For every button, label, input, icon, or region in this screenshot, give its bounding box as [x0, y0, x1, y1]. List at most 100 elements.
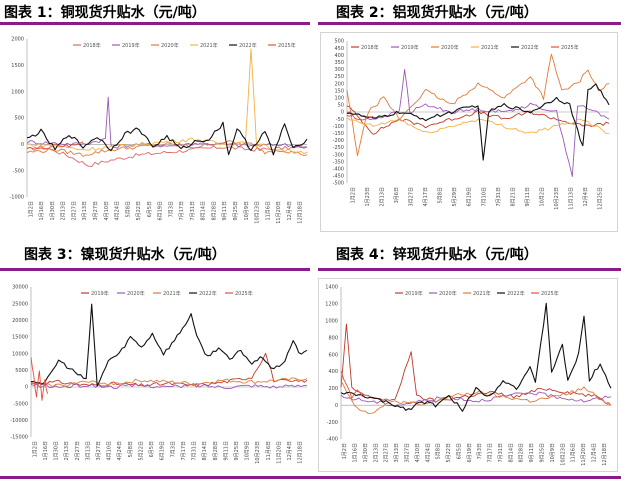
y-tick-label: 10000: [12, 351, 28, 357]
x-tick-label: 4月10日: [415, 443, 421, 463]
x-tick-label: 2月27日: [75, 441, 81, 461]
legend-label: 2021年: [473, 290, 491, 297]
series-line: [346, 117, 610, 134]
x-tick-label: 2月13日: [379, 187, 385, 207]
series-line: [26, 121, 308, 156]
y-tick-label: 1000: [11, 89, 24, 95]
y-tick-label: 25000: [12, 301, 28, 307]
x-tick-label: 8月21日: [510, 187, 516, 207]
legend-label: 2019年: [401, 44, 419, 51]
x-tick-label: 1月2日: [28, 201, 34, 217]
x-tick-label: 3月6日: [394, 187, 400, 203]
x-tick-label: 5月22日: [446, 443, 452, 463]
y-tick-label: 250: [334, 74, 344, 80]
legend-label: 2022年: [239, 42, 257, 49]
x-tick-label: 4月24日: [115, 201, 121, 221]
series-line: [26, 141, 84, 150]
legend-label: 2018年: [83, 42, 101, 49]
x-tick-label: 2月13日: [373, 443, 379, 463]
x-tick-label: 4月17日: [423, 187, 429, 207]
x-tick-label: 5月8日: [128, 441, 134, 457]
x-tick-label: 4月24日: [425, 443, 431, 463]
y-tick-label: -150: [333, 131, 344, 137]
legend-label: 2025年: [278, 42, 296, 49]
x-tick-label: 9月11日: [529, 443, 535, 463]
y-tick-label: 2000: [11, 37, 24, 43]
legend-label: 2025年: [541, 290, 559, 297]
y-tick-label: -450: [333, 174, 344, 180]
y-tick-label: 1000: [325, 318, 338, 324]
chart1-rule: [0, 22, 310, 25]
y-tick-label: 5000: [15, 368, 28, 374]
y-tick-label: -300: [333, 152, 344, 158]
series-line: [26, 140, 308, 157]
x-tick-label: 6月5日: [147, 201, 153, 217]
x-tick-label: 1月16日: [39, 201, 45, 221]
y-tick-label: 0: [21, 142, 24, 148]
chart2-svg: 500450400350300250200150100500-50-100-15…: [333, 39, 610, 210]
x-tick-label: 5月8日: [438, 187, 444, 203]
y-tick-label: 50: [338, 103, 344, 109]
chart2-frame: 500 450 400 350 300 250 200 150 100 50 0 -50 -100 -15…: [320, 32, 618, 232]
series-line: [30, 357, 49, 401]
legend-label: 2018年: [361, 44, 379, 51]
y-tick-label: -200: [327, 420, 338, 426]
y-tick-label: 1400: [325, 285, 338, 291]
x-tick-label: 7月3日: [170, 441, 176, 457]
x-tick-label: 11月6日: [266, 441, 272, 461]
series-line: [340, 391, 612, 407]
y-tick-label: 200: [328, 386, 338, 392]
legend-label: 2020年: [127, 290, 145, 297]
chart4-title: 图表 4：锌现货升贴水（元/吨）: [336, 247, 538, 263]
x-tick-label: 10月23日: [255, 441, 261, 464]
series-line: [346, 53, 610, 157]
chart3-svg: 30000 25000 20000 15000 10000 5000 0 -5000 -1000…: [10, 285, 308, 464]
y-tick-label: -400: [327, 437, 338, 443]
x-tick-label: 6月19日: [467, 443, 473, 463]
legend-label: 2021年: [481, 44, 499, 51]
x-tick-label: 7月17日: [179, 201, 185, 221]
x-tick-label: 7月3日: [168, 201, 174, 217]
y-tick-label: 200: [334, 81, 344, 87]
y-tick-label: 350: [334, 60, 344, 66]
y-tick-label: -1000: [9, 195, 24, 201]
y-tick-label: -5000: [13, 401, 28, 407]
y-tick-label: -500: [13, 168, 24, 174]
x-tick-label: 12月25日: [598, 187, 604, 210]
x-tick-label: 1月2日: [350, 187, 356, 203]
y-tick-label: -10000: [10, 418, 28, 424]
y-tick-label: 800: [328, 335, 338, 341]
y-tick-label: -200: [333, 138, 344, 144]
x-tick-label: 11月20日: [581, 443, 587, 466]
y-tick-label: -15000: [10, 435, 28, 441]
y-tick-label: 400: [334, 53, 344, 59]
x-tick-label: 5月22日: [138, 441, 144, 461]
series-line: [346, 114, 374, 121]
x-tick-label: 8月28日: [213, 441, 219, 461]
x-tick-label: 12月4日: [287, 201, 293, 221]
y-tick-label: 20000: [12, 318, 28, 324]
x-tick-label: 1月30日: [50, 201, 56, 221]
x-tick-label: 4月10日: [104, 201, 110, 221]
legend-label: 2019年: [122, 42, 140, 49]
series-line: [340, 323, 612, 406]
chart1-frame: 2000 1500 1000 500 0 -500 -1000 1月2日 1月16日 1月30日 2…: [0, 30, 314, 232]
x-tick-label: 5月22日: [136, 201, 142, 221]
chart3-rule: [0, 268, 310, 271]
y-tick-label: -50: [336, 117, 344, 123]
x-tick-label: 2月27日: [384, 443, 390, 463]
x-tick-label: 12月18日: [298, 201, 304, 224]
y-tick-label: 30000: [12, 285, 28, 291]
chart1-title: 图表 1：铜现货升贴水（元/吨）: [4, 5, 206, 21]
x-tick-label: 11月13日: [569, 187, 575, 210]
series-line: [30, 383, 308, 390]
y-tick-label: -350: [333, 159, 344, 165]
x-tick-label: 8月14日: [508, 443, 514, 463]
x-tick-label: 8月14日: [201, 201, 207, 221]
x-tick-label: 5月8日: [436, 443, 442, 459]
y-tick-label: 0: [335, 403, 338, 409]
x-tick-label: 7月31日: [496, 187, 502, 207]
legend-label: 2022年: [199, 290, 217, 297]
series-line: [346, 105, 610, 135]
x-tick-label: 6月19日: [160, 441, 166, 461]
